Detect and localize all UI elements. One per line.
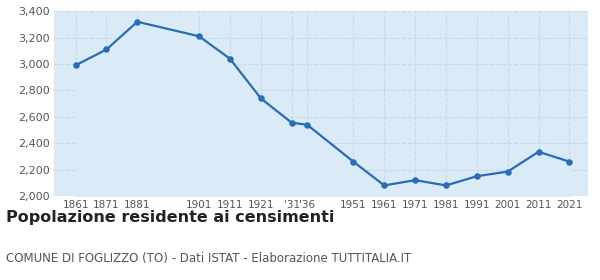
Point — [256, 96, 266, 101]
Point — [410, 178, 420, 182]
Point — [565, 159, 574, 164]
Point — [441, 183, 451, 188]
Point — [71, 63, 80, 67]
Point — [503, 169, 512, 174]
Text: COMUNE DI FOGLIZZO (TO) - Dati ISTAT - Elaborazione TUTTITALIA.IT: COMUNE DI FOGLIZZO (TO) - Dati ISTAT - E… — [6, 252, 411, 265]
Point — [472, 174, 482, 178]
Point — [133, 20, 142, 24]
Point — [379, 183, 389, 188]
Point — [534, 150, 544, 154]
Point — [302, 122, 312, 127]
Point — [194, 34, 204, 39]
Point — [225, 57, 235, 61]
Point — [349, 159, 358, 164]
Point — [101, 47, 111, 52]
Point — [287, 120, 296, 125]
Text: Popolazione residente ai censimenti: Popolazione residente ai censimenti — [6, 210, 334, 225]
